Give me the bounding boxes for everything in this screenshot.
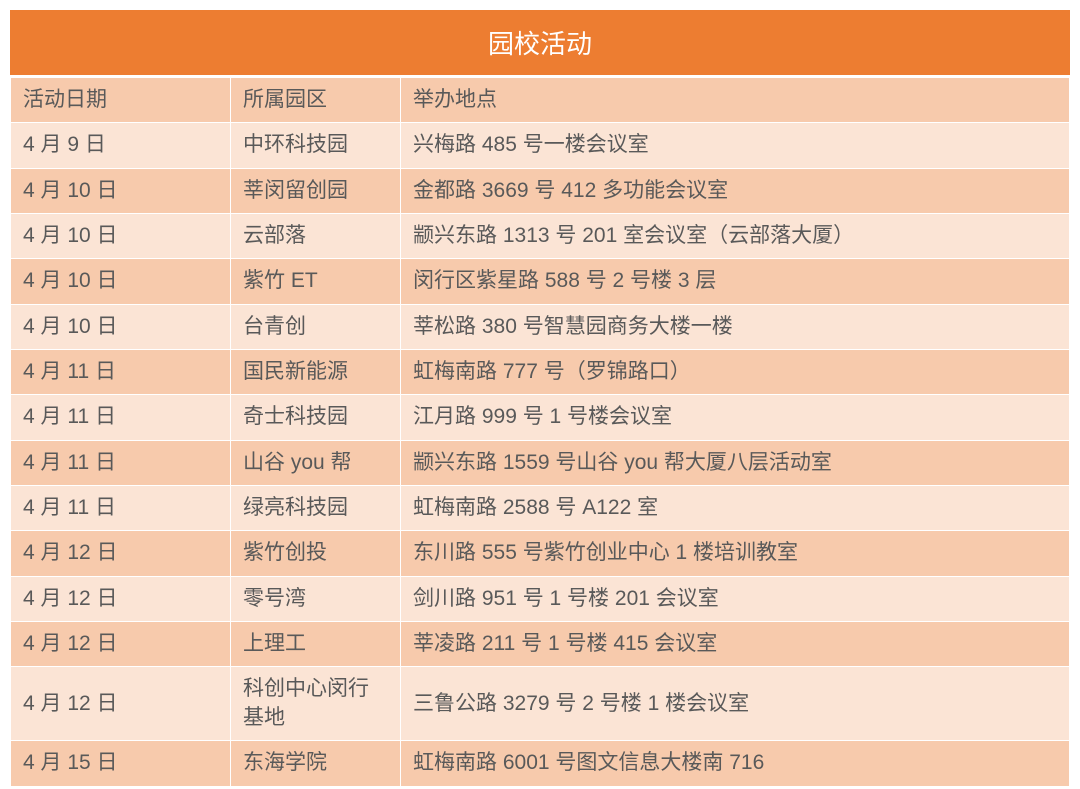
cell-location: 三鲁公路 3279 号 2 号楼 1 楼会议室 xyxy=(401,667,1070,741)
cell-date: 4 月 12 日 xyxy=(11,531,231,576)
cell-location: 莘凌路 211 号 1 号楼 415 会议室 xyxy=(401,622,1070,667)
cell-park: 零号湾 xyxy=(231,576,401,621)
table-row: 4 月 11 日 绿亮科技园 虹梅南路 2588 号 A122 室 xyxy=(11,486,1070,531)
table-title: 园校活动 xyxy=(10,10,1070,77)
cell-date: 4 月 10 日 xyxy=(11,304,231,349)
table-row: 4 月 12 日 零号湾 剑川路 951 号 1 号楼 201 会议室 xyxy=(11,576,1070,621)
table-row: 4 月 12 日 紫竹创投 东川路 555 号紫竹创业中心 1 楼培训教室 xyxy=(11,531,1070,576)
cell-park: 紫竹创投 xyxy=(231,531,401,576)
table-row: 4 月 10 日 台青创 莘松路 380 号智慧园商务大楼一楼 xyxy=(11,304,1070,349)
table-row: 4 月 12 日 科创中心闵行基地 三鲁公路 3279 号 2 号楼 1 楼会议… xyxy=(11,667,1070,741)
cell-park: 科创中心闵行基地 xyxy=(231,667,401,741)
activities-table: 园校活动 活动日期 所属园区 举办地点 4 月 9 日 中环科技园 兴梅路 48… xyxy=(8,8,1072,789)
cell-date: 4 月 11 日 xyxy=(11,440,231,485)
cell-location: 金都路 3669 号 412 多功能会议室 xyxy=(401,168,1070,213)
table-row: 4 月 11 日 国民新能源 虹梅南路 777 号（罗锦路口） xyxy=(11,350,1070,395)
col-park: 所属园区 xyxy=(231,78,401,123)
activities-table-grid: 活动日期 所属园区 举办地点 4 月 9 日 中环科技园 兴梅路 485 号一楼… xyxy=(10,77,1070,787)
cell-park: 绿亮科技园 xyxy=(231,486,401,531)
cell-date: 4 月 11 日 xyxy=(11,486,231,531)
table-row: 4 月 9 日 中环科技园 兴梅路 485 号一楼会议室 xyxy=(11,123,1070,168)
cell-location: 兴梅路 485 号一楼会议室 xyxy=(401,123,1070,168)
cell-date: 4 月 10 日 xyxy=(11,214,231,259)
table-row: 4 月 10 日 莘闵留创园 金都路 3669 号 412 多功能会议室 xyxy=(11,168,1070,213)
table-row: 4 月 11 日 奇士科技园 江月路 999 号 1 号楼会议室 xyxy=(11,395,1070,440)
cell-park: 紫竹 ET xyxy=(231,259,401,304)
cell-park: 云部落 xyxy=(231,214,401,259)
cell-location: 东川路 555 号紫竹创业中心 1 楼培训教室 xyxy=(401,531,1070,576)
cell-park: 台青创 xyxy=(231,304,401,349)
cell-park: 国民新能源 xyxy=(231,350,401,395)
cell-date: 4 月 9 日 xyxy=(11,123,231,168)
cell-date: 4 月 12 日 xyxy=(11,576,231,621)
cell-location: 剑川路 951 号 1 号楼 201 会议室 xyxy=(401,576,1070,621)
cell-location: 虹梅南路 2588 号 A122 室 xyxy=(401,486,1070,531)
col-date: 活动日期 xyxy=(11,78,231,123)
cell-date: 4 月 11 日 xyxy=(11,395,231,440)
col-location: 举办地点 xyxy=(401,78,1070,123)
column-header-row: 活动日期 所属园区 举办地点 xyxy=(11,78,1070,123)
cell-park: 上理工 xyxy=(231,622,401,667)
cell-date: 4 月 15 日 xyxy=(11,741,231,786)
cell-location: 颛兴东路 1559 号山谷 you 帮大厦八层活动室 xyxy=(401,440,1070,485)
cell-location: 莘松路 380 号智慧园商务大楼一楼 xyxy=(401,304,1070,349)
cell-park: 东海学院 xyxy=(231,741,401,786)
cell-location: 虹梅南路 777 号（罗锦路口） xyxy=(401,350,1070,395)
cell-park: 中环科技园 xyxy=(231,123,401,168)
table-row: 4 月 11 日 山谷 you 帮 颛兴东路 1559 号山谷 you 帮大厦八… xyxy=(11,440,1070,485)
cell-date: 4 月 12 日 xyxy=(11,622,231,667)
cell-park: 奇士科技园 xyxy=(231,395,401,440)
cell-location: 颛兴东路 1313 号 201 室会议室（云部落大厦） xyxy=(401,214,1070,259)
cell-location: 闵行区紫星路 588 号 2 号楼 3 层 xyxy=(401,259,1070,304)
table-row: 4 月 10 日 云部落 颛兴东路 1313 号 201 室会议室（云部落大厦） xyxy=(11,214,1070,259)
cell-park: 莘闵留创园 xyxy=(231,168,401,213)
table-row: 4 月 10 日 紫竹 ET 闵行区紫星路 588 号 2 号楼 3 层 xyxy=(11,259,1070,304)
cell-date: 4 月 12 日 xyxy=(11,667,231,741)
cell-date: 4 月 11 日 xyxy=(11,350,231,395)
cell-date: 4 月 10 日 xyxy=(11,168,231,213)
cell-location: 虹梅南路 6001 号图文信息大楼南 716 xyxy=(401,741,1070,786)
table-row: 4 月 12 日 上理工 莘凌路 211 号 1 号楼 415 会议室 xyxy=(11,622,1070,667)
table-row: 4 月 15 日 东海学院 虹梅南路 6001 号图文信息大楼南 716 xyxy=(11,741,1070,786)
cell-park: 山谷 you 帮 xyxy=(231,440,401,485)
cell-date: 4 月 10 日 xyxy=(11,259,231,304)
cell-location: 江月路 999 号 1 号楼会议室 xyxy=(401,395,1070,440)
